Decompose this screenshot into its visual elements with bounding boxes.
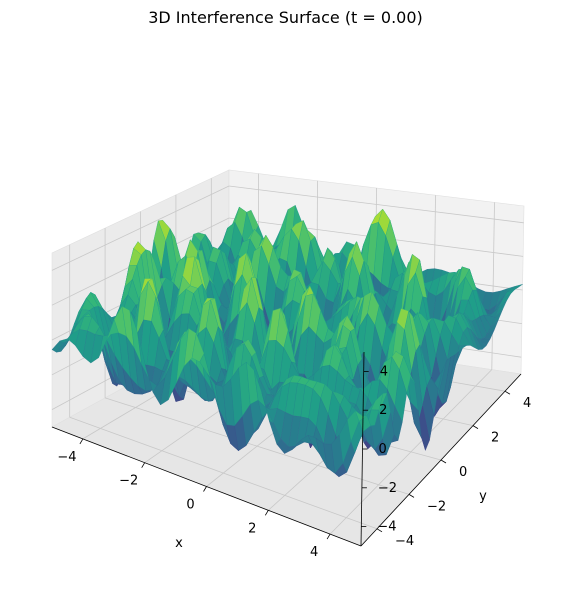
x-tick-mark: [79, 438, 84, 445]
y-tick-label: −4: [395, 534, 414, 549]
y-tick-mark: [440, 459, 447, 464]
x-tick-mark: [326, 533, 331, 540]
grid-line-y-floor: [69, 416, 378, 530]
axis-ticks: −4 −2 0 2 4 −4 −2 0 2 4 −4 −2 0 2 4: [51, 351, 531, 560]
y-tick-mark: [472, 425, 479, 429]
x-tick-label: −2: [119, 474, 138, 489]
chart-title: 3D Interference Surface (t = 0.00): [148, 8, 423, 27]
x-tick-label: 4: [310, 545, 318, 560]
grid-line-z-left: [51, 185, 230, 271]
z-tick-label: −2: [378, 481, 397, 496]
z-tick-label: −4: [377, 520, 396, 535]
surface-facet: [354, 410, 368, 422]
grid-line-z-back: [228, 185, 524, 224]
surface-mesh: [51, 204, 523, 478]
x-tick-mark: [203, 486, 207, 492]
x-tick-mark: [264, 510, 269, 516]
grid-line-y-floor: [104, 397, 410, 495]
x-tick-label: 0: [186, 498, 194, 513]
y-tick-label: 2: [491, 431, 499, 446]
y-tick-label: 4: [523, 396, 531, 411]
x-axis-label: x: [175, 536, 183, 551]
y-tick-label: 0: [459, 465, 467, 480]
z-tick-label: 4: [380, 364, 388, 379]
y-axis-label: y: [479, 489, 487, 504]
x-tick-mark: [141, 462, 146, 468]
z-tick-label: 0: [379, 442, 387, 457]
x-tick-label: −4: [57, 450, 76, 465]
y-tick-mark: [408, 494, 415, 498]
y-tick-label: −2: [427, 499, 446, 514]
z-tick-label: 2: [379, 403, 387, 418]
y-tick-mark: [376, 528, 383, 533]
y-tick-mark: [504, 390, 511, 395]
x-tick-label: 2: [248, 521, 256, 536]
